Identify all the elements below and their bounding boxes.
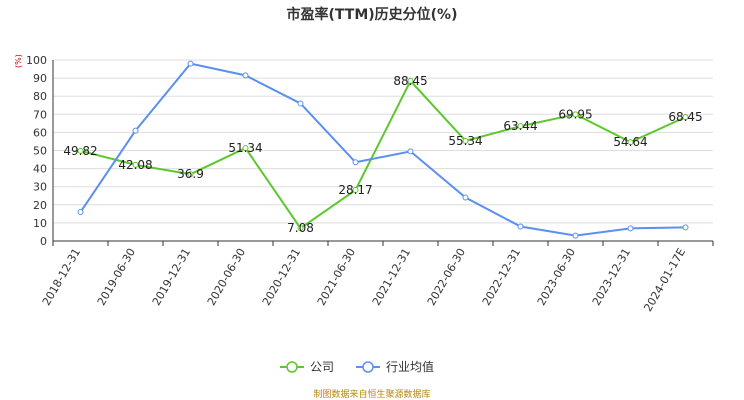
x-tick-label: 2023-12-31 <box>590 246 633 308</box>
y-tick-label: 10 <box>33 217 47 230</box>
y-tick-label: 40 <box>33 163 47 176</box>
x-tick-label: 2018-12-31 <box>40 246 83 308</box>
data-point <box>242 145 249 152</box>
x-tick-label: 2023-06-30 <box>535 246 578 308</box>
data-label: 69.95 <box>558 107 592 121</box>
data-label: 63.44 <box>503 119 537 133</box>
data-label: 68.45 <box>668 110 702 124</box>
data-point <box>627 139 634 146</box>
data-point <box>297 100 304 107</box>
data-point <box>297 225 304 232</box>
data-label: 7.08 <box>287 221 314 235</box>
legend-marker <box>286 361 298 373</box>
y-tick-label: 80 <box>33 90 47 103</box>
data-label: 55.34 <box>448 134 482 148</box>
x-tick-label: 2021-12-31 <box>370 246 413 308</box>
data-point <box>132 127 139 134</box>
data-point <box>517 123 524 130</box>
data-point <box>682 114 689 121</box>
data-label: 88.45 <box>393 74 427 88</box>
data-label: 28.17 <box>338 183 372 197</box>
data-label: 51.34 <box>228 141 262 155</box>
data-point <box>77 209 84 216</box>
data-point <box>242 72 249 79</box>
series-line-0 <box>80 79 686 230</box>
x-tick-label: 2024-01-17E <box>641 246 688 314</box>
source-footer: 制图数据来自恒生聚源数据库 <box>313 390 431 400</box>
y-tick-label: 30 <box>33 181 47 194</box>
y-tick-label: 90 <box>33 72 47 85</box>
data-point <box>187 60 194 67</box>
data-point <box>627 225 634 232</box>
x-tick-label: 2020-06-30 <box>205 246 248 308</box>
data-point <box>462 137 469 144</box>
y-tick-label: 60 <box>33 126 47 139</box>
chart-title: 市盈率(TTM)历史分位(%) <box>286 7 458 23</box>
legend-label: 公司 <box>310 360 334 374</box>
series-line-1 <box>79 62 686 237</box>
legend-label: 行业均值 <box>386 359 434 374</box>
legend-marker <box>362 361 374 373</box>
data-point <box>352 159 359 166</box>
y-tick-label: 50 <box>33 145 47 158</box>
data-point <box>572 232 579 239</box>
data-point <box>517 223 524 230</box>
x-tick-label: 2021-06-30 <box>315 246 358 308</box>
y-tick-label: 70 <box>33 108 47 121</box>
x-tick-label: 2022-06-30 <box>425 246 468 308</box>
data-point <box>407 148 414 155</box>
data-point <box>407 77 414 84</box>
data-point <box>572 111 579 118</box>
y-tick-label: 20 <box>33 199 47 212</box>
x-tick-label: 2019-12-31 <box>150 246 193 308</box>
data-label: 36.9 <box>177 167 204 181</box>
x-tick-label: 2019-06-30 <box>95 246 138 308</box>
y-tick-label: 100 <box>26 54 47 67</box>
data-point <box>77 147 84 154</box>
data-label: 42.08 <box>118 158 152 172</box>
y-tick-label: 0 <box>40 235 47 248</box>
data-point <box>132 161 139 168</box>
data-point <box>352 187 359 194</box>
x-tick-label: 2022-12-31 <box>480 246 523 308</box>
data-point <box>682 224 689 231</box>
data-point <box>187 171 194 178</box>
data-label: 49.82 <box>63 144 97 158</box>
data-point <box>462 194 469 201</box>
data-label: 54.64 <box>613 135 647 149</box>
x-tick-label: 2020-12-31 <box>260 246 303 308</box>
